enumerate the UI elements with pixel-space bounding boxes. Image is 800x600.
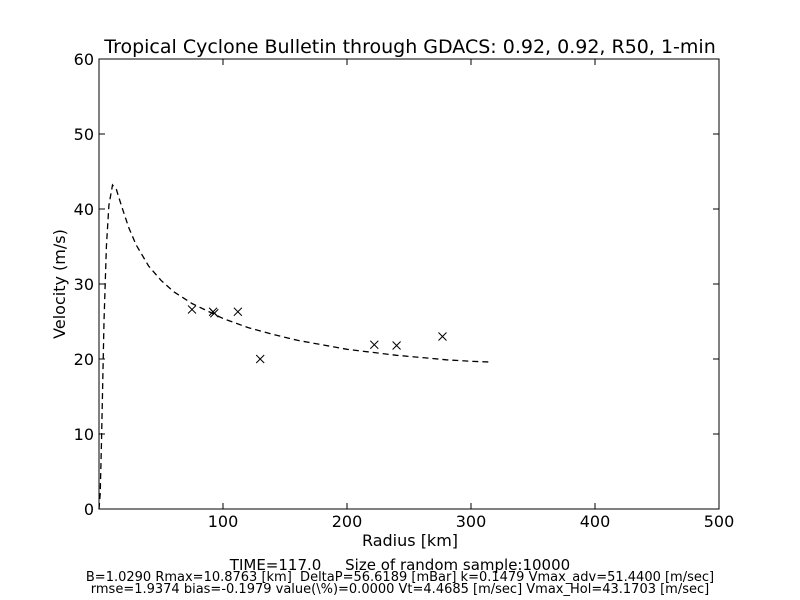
footer-statistics: rmse=1.9374 bias=-0.1979 value(\%)=0.000… [90, 582, 710, 597]
observation-point [369, 340, 379, 350]
plot-area-frame [98, 58, 720, 510]
observation-point [392, 341, 401, 350]
x-marker-stroke-b [209, 308, 219, 318]
x-tick-label: 500 [704, 512, 735, 531]
y-tick-label: 20 [74, 350, 94, 369]
observation-point [187, 305, 197, 314]
x-marker-stroke-b [438, 332, 447, 341]
footer-parameters: B=1.0290 Rmax=10.8763 [km] DeltaP=56.618… [85, 570, 715, 585]
y-tick-label: 60 [74, 50, 94, 69]
x-marker-stroke-b [369, 340, 379, 350]
x-tick-label: 400 [580, 512, 611, 531]
x-marker-stroke-b [233, 307, 243, 317]
observation-point [255, 354, 265, 364]
y-tick-label: 10 [74, 425, 94, 444]
y-axis-label: Velocity (m/s) [50, 229, 69, 339]
observation-points [187, 305, 447, 364]
x-marker-stroke-b [187, 305, 197, 314]
axis-ticks: 100 200 300 400 500 0 10 20 30 40 50 60 [74, 50, 735, 531]
model-curve-line [98, 183, 490, 510]
chart-title: Tropical Cyclone Bulletin through GDACS:… [103, 36, 716, 58]
x-marker-stroke-b [392, 341, 401, 350]
observation-point [233, 307, 243, 317]
x-tick-label: 300 [456, 512, 487, 531]
x-axis-label: Radius [km] [362, 531, 458, 550]
x-tick-label: 100 [208, 512, 239, 531]
model-curve [98, 183, 490, 510]
y-tick-label: 40 [74, 200, 94, 219]
observation-point [438, 332, 447, 341]
observation-point [209, 308, 219, 318]
y-tick-label: 0 [84, 500, 94, 519]
x-tick-label: 200 [332, 512, 363, 531]
x-marker-stroke-b [255, 354, 265, 364]
y-tick-label: 50 [74, 125, 94, 144]
y-tick-label: 30 [74, 275, 94, 294]
footer-time-sample: TIME=117.0 Size of random sample:10000 [229, 556, 571, 574]
